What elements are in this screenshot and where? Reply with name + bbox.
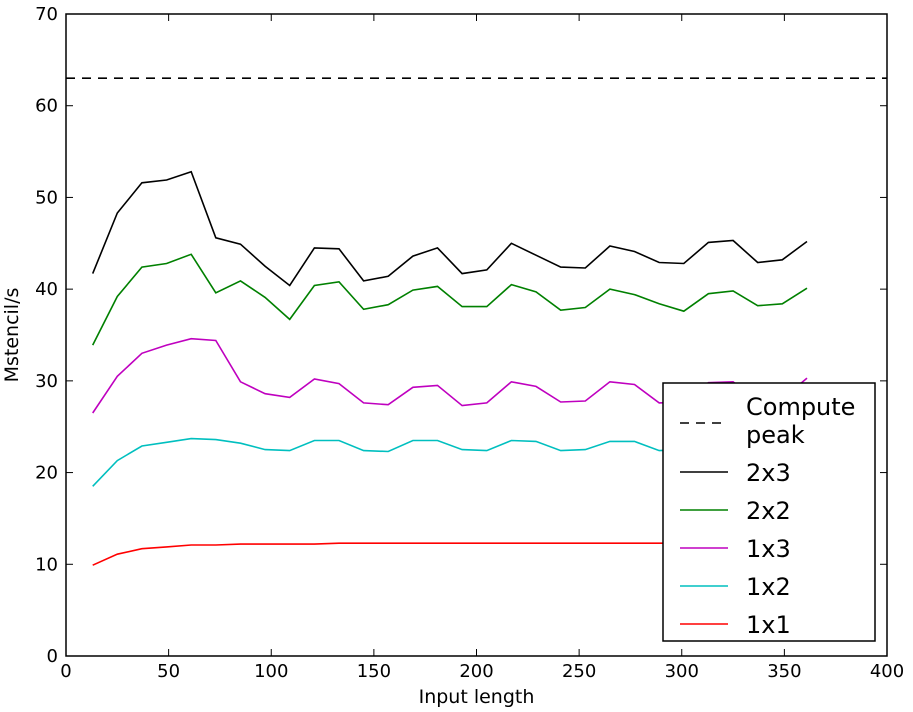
x-tick-label: 0	[60, 661, 71, 682]
x-tick-label: 200	[459, 661, 493, 682]
legend-label-1x3: 1x3	[746, 535, 791, 563]
y-tick-label: 20	[35, 463, 58, 484]
x-tick-label: 300	[665, 661, 699, 682]
y-tick-label: 60	[35, 96, 58, 117]
y-tick-label: 0	[47, 646, 58, 667]
legend-box	[662, 382, 876, 642]
x-tick-label: 50	[157, 661, 180, 682]
series-line-2x3	[91, 170, 808, 287]
y-tick-label: 40	[35, 279, 58, 300]
legend-label-1x1: 1x1	[746, 611, 791, 639]
x-tick-label: 250	[562, 661, 596, 682]
legend-label-compute-peak: peak	[746, 421, 805, 449]
x-tick-label: 150	[357, 661, 391, 682]
y-tick-label: 50	[35, 187, 58, 208]
legend-label-compute-peak: Compute	[746, 393, 855, 421]
legend-label-1x2: 1x2	[746, 573, 791, 601]
y-tick-label: 10	[35, 554, 58, 575]
x-tick-label: 100	[254, 661, 288, 682]
y-axis-label: Mstencil/s	[1, 288, 23, 383]
x-axis-label: Input length	[419, 686, 535, 708]
x-tick-label: 350	[767, 661, 801, 682]
series-line-2x2	[91, 253, 808, 346]
y-tick-label: 30	[35, 371, 58, 392]
legend-label-2x3: 2x3	[746, 459, 791, 487]
x-tick-label: 400	[870, 661, 904, 682]
y-tick-label: 70	[35, 4, 58, 25]
legend-label-2x2: 2x2	[746, 497, 791, 525]
